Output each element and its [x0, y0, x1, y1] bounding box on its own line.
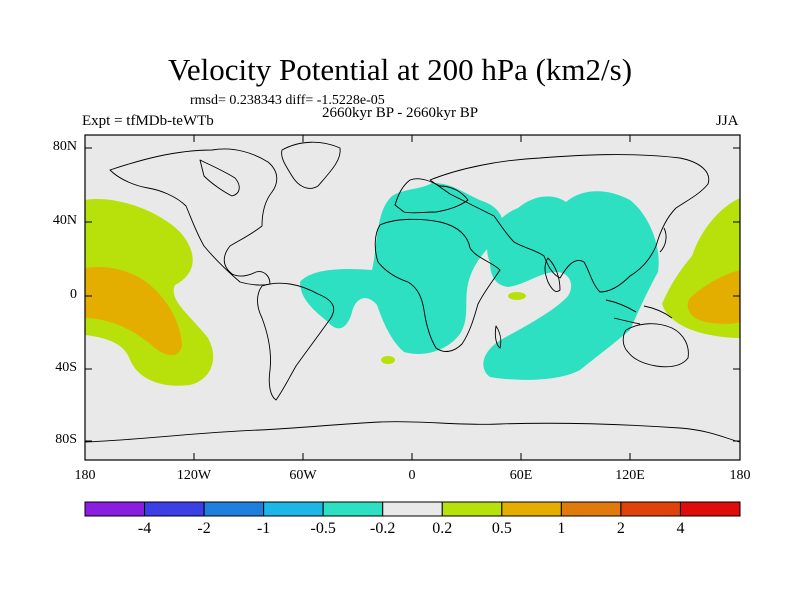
colorbar-label: 0.2 [432, 520, 453, 537]
colorbar-swatch [679, 501, 741, 517]
colorbar-label: 0.5 [491, 520, 512, 537]
lon-tick-label: 120W [176, 468, 212, 483]
lon-tick-label: 60W [289, 468, 317, 483]
lon-tick-label: 120E [615, 468, 645, 483]
colorbar-swatch [322, 501, 384, 517]
colorbar-label: 4 [676, 520, 685, 537]
colorbar-swatch [560, 501, 622, 517]
pos-core-east-pacific [85, 266, 182, 356]
map-title: Velocity Potential at 200 hPa (km2/s) [167, 52, 633, 87]
colorbar-swatch [203, 501, 265, 517]
pos-blob-indian-ocean [508, 292, 526, 300]
lon-tick-label: 0 [408, 468, 416, 483]
colorbar-label: -1 [256, 520, 271, 537]
colorbar-label: 1 [557, 520, 566, 537]
pos-core-west-pacific [687, 270, 740, 324]
contour-fills [85, 141, 740, 443]
lat-tick-label: 40N [52, 213, 77, 228]
lat-tick-label: 40S [55, 360, 77, 375]
colorbar-swatch [501, 501, 562, 517]
experiment-label: Expt = tfMDb-teWTb [82, 113, 214, 129]
colorbar-label: -2 [197, 520, 211, 537]
period-label: 2660kyr BP - 2660kyr BP [322, 105, 479, 121]
colorbar-swatch [84, 501, 146, 517]
lat-tick-label: 80N [52, 139, 77, 154]
colorbar-label: 2 [616, 520, 625, 537]
lon-tick-label: 60E [509, 468, 533, 483]
colorbar-swatch [441, 501, 503, 517]
lat-tick-label: 80S [55, 432, 77, 447]
lon-tick-label: 180 [74, 468, 96, 483]
colorbar-swatch [144, 501, 205, 517]
neg-region-asia-indian-ocean [483, 191, 659, 380]
colorbar-label: -4 [137, 520, 152, 537]
stats-line: rmsd= 0.238343 diff= -1.5228e-05 [190, 93, 385, 108]
colorbar-swatch [382, 501, 443, 517]
colorbar [84, 501, 741, 517]
pos-blob-south-atlantic [381, 356, 395, 364]
colorbar-swatch [263, 501, 324, 517]
lat-tick-label: 0 [70, 287, 77, 302]
colorbar-label: -0.5 [310, 520, 336, 537]
axis-ticks [84, 135, 741, 460]
colorbar-label: -0.2 [370, 520, 396, 537]
lon-tick-label: 180 [729, 468, 751, 483]
season-label: JJA [716, 113, 739, 129]
neg-region-atlantic-africa [300, 182, 504, 354]
coastlines [85, 141, 740, 443]
colorbar-swatch [620, 501, 681, 517]
